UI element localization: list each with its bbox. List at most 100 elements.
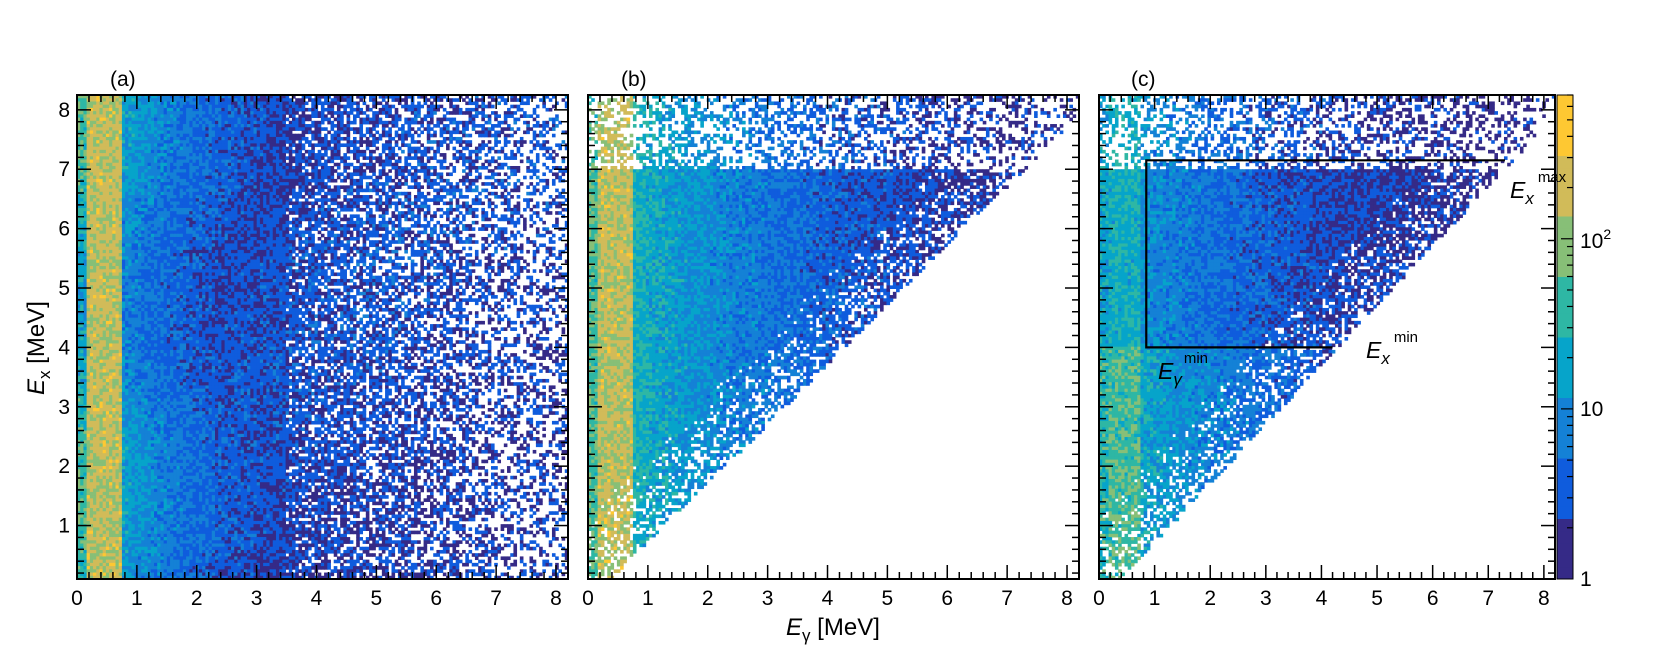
heatmap-cell bbox=[90, 482, 94, 486]
heatmap-cell bbox=[87, 443, 91, 447]
heatmap-cell bbox=[80, 456, 84, 460]
heatmap-cell bbox=[83, 424, 87, 428]
heatmap-cell bbox=[83, 372, 87, 376]
heatmap-cell bbox=[93, 563, 97, 567]
heatmap-cell bbox=[90, 205, 94, 209]
heatmap-cell bbox=[80, 469, 84, 473]
heatmap-cell bbox=[90, 189, 94, 193]
heatmap-cell bbox=[90, 547, 94, 551]
heatmap-cell bbox=[93, 179, 97, 183]
heatmap-cell bbox=[80, 182, 84, 186]
heatmap-cell bbox=[80, 518, 84, 522]
heatmap-cell bbox=[83, 221, 87, 225]
heatmap-cell bbox=[93, 318, 97, 322]
heatmap-cell bbox=[96, 143, 100, 147]
figure: (a) (b) (c) 1 10 102 Eγ [MeV] Ex [MeV] E… bbox=[0, 0, 1661, 659]
heatmap-cell bbox=[83, 318, 87, 322]
heatmap-cell bbox=[96, 195, 100, 199]
heatmap-cell bbox=[87, 343, 91, 347]
heatmap-cell bbox=[90, 266, 94, 270]
heatmap-cell bbox=[87, 266, 91, 270]
heatmap-cell bbox=[80, 253, 84, 257]
heatmap-cell bbox=[87, 534, 91, 538]
heatmap-cell bbox=[87, 263, 91, 267]
heatmap-cell bbox=[83, 253, 87, 257]
heatmap-cell bbox=[87, 179, 91, 183]
heatmap-cell bbox=[90, 121, 94, 125]
heatmap-cell bbox=[90, 573, 94, 577]
heatmap-cell bbox=[80, 266, 84, 270]
heatmap-cell bbox=[93, 469, 97, 473]
heatmap-cell bbox=[83, 550, 87, 554]
heatmap-cell bbox=[87, 276, 91, 280]
heatmap-cell bbox=[87, 308, 91, 312]
heatmap-cell bbox=[93, 101, 97, 105]
heatmap-cell bbox=[90, 130, 94, 134]
heatmap-cell bbox=[80, 408, 84, 412]
heatmap-cell bbox=[90, 489, 94, 493]
heatmap-cell bbox=[80, 411, 84, 415]
heatmap-cell bbox=[93, 292, 97, 296]
heatmap-cell bbox=[80, 495, 84, 499]
heatmap-cell bbox=[93, 527, 97, 531]
heatmap-cell bbox=[83, 189, 87, 193]
heatmap-cell bbox=[83, 366, 87, 370]
heatmap-cell bbox=[93, 556, 97, 560]
heatmap-cell bbox=[93, 331, 97, 335]
heatmap-cell bbox=[96, 185, 100, 189]
heatmap-cell bbox=[90, 250, 94, 254]
heatmap-cell bbox=[80, 385, 84, 389]
heatmap-cell bbox=[90, 160, 94, 164]
heatmap-cell bbox=[90, 534, 94, 538]
heatmap-cell bbox=[90, 440, 94, 444]
heatmap-cell bbox=[87, 240, 91, 244]
heatmap-cell bbox=[93, 130, 97, 134]
heatmap-cell bbox=[93, 476, 97, 480]
heatmap-cell bbox=[90, 172, 94, 176]
heatmap-cell bbox=[87, 498, 91, 502]
heatmap-cell bbox=[80, 221, 84, 225]
heatmap-cell bbox=[90, 392, 94, 396]
heatmap-cell bbox=[80, 443, 84, 447]
heatmap-cell bbox=[87, 402, 91, 406]
heatmap-cell bbox=[93, 195, 97, 199]
heatmap-cell bbox=[90, 308, 94, 312]
heatmap-cell bbox=[83, 269, 87, 273]
heatmap-cell bbox=[93, 205, 97, 209]
heatmap-cell bbox=[87, 140, 91, 144]
heatmap-cell bbox=[83, 408, 87, 412]
heatmap-cell bbox=[93, 508, 97, 512]
heatmap-cell bbox=[83, 443, 87, 447]
heatmap-cell bbox=[80, 331, 84, 335]
heatmap-cell bbox=[90, 485, 94, 489]
heatmap-cell bbox=[90, 434, 94, 438]
heatmap-cell bbox=[90, 453, 94, 457]
heatmap-cell bbox=[93, 547, 97, 551]
heatmap-cell bbox=[83, 234, 87, 238]
heatmap-cell bbox=[93, 108, 97, 112]
heatmap-cell bbox=[93, 540, 97, 544]
heatmap-cell bbox=[93, 514, 97, 518]
heatmap-cell bbox=[83, 147, 87, 151]
heatmap-cell bbox=[93, 176, 97, 180]
heatmap-cell bbox=[83, 353, 87, 357]
heatmap-cell bbox=[80, 189, 84, 193]
heatmap-cell bbox=[93, 182, 97, 186]
heatmap-cell bbox=[93, 350, 97, 354]
heatmap-cell bbox=[93, 379, 97, 383]
heatmap-cell bbox=[87, 234, 91, 238]
heatmap-cell bbox=[90, 343, 94, 347]
heatmap-cell bbox=[90, 153, 94, 157]
heatmap-cell bbox=[87, 156, 91, 160]
heatmap-cell bbox=[87, 521, 91, 525]
heatmap-cell bbox=[93, 98, 97, 102]
heatmap-cell bbox=[93, 460, 97, 464]
heatmap-cell bbox=[80, 531, 84, 535]
heatmap-cell bbox=[83, 473, 87, 477]
heatmap-cell bbox=[83, 127, 87, 131]
heatmap-cell bbox=[87, 489, 91, 493]
heatmap-cell bbox=[80, 302, 84, 306]
heatmap-cell bbox=[87, 256, 91, 260]
heatmap-cell bbox=[93, 279, 97, 283]
heatmap-cell bbox=[83, 460, 87, 464]
